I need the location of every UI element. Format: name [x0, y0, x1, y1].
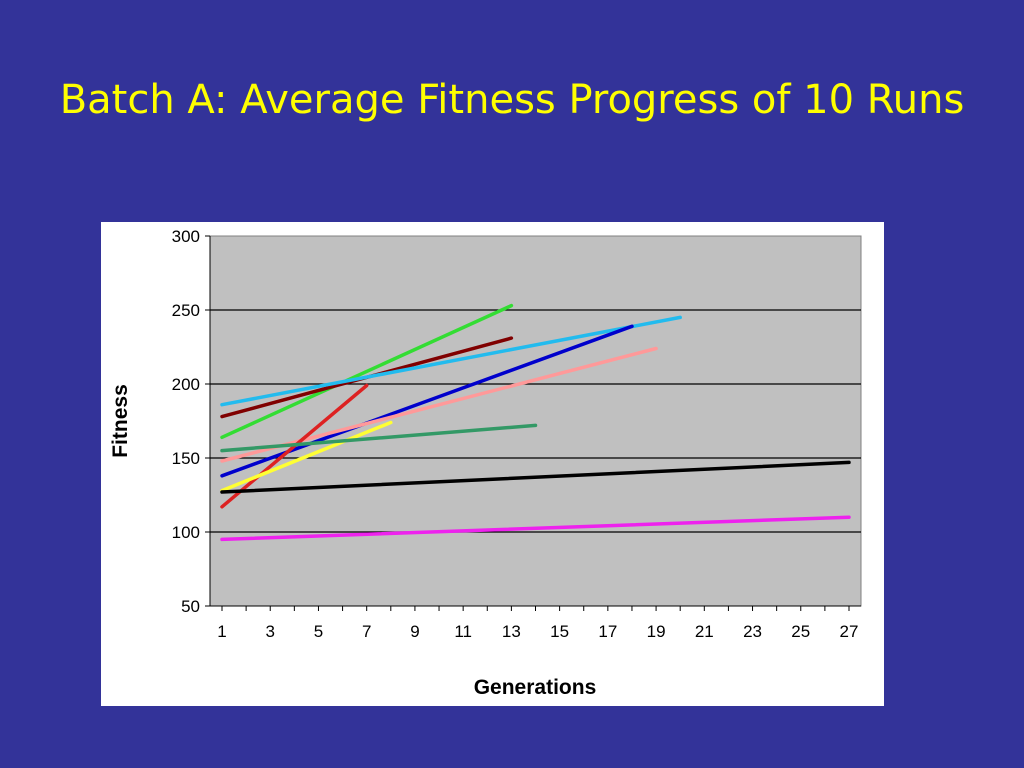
series-line-8: [220, 423, 538, 453]
y-tick-label: 150: [172, 449, 200, 468]
series-line-1: [220, 303, 514, 440]
x-tick-label: 7: [362, 622, 371, 641]
x-tick-label: 19: [647, 622, 666, 641]
y-tick-label: 100: [172, 523, 200, 542]
series-line-10: [220, 515, 851, 542]
y-tick-label: 200: [172, 375, 200, 394]
series-line-7: [220, 420, 393, 493]
series-line-9: [220, 460, 851, 494]
plot-area: [209, 235, 862, 607]
x-tick-label: 11: [454, 622, 472, 641]
y-axis-title: Fitness: [109, 384, 132, 458]
x-tick-label: 23: [743, 622, 762, 641]
x-tick-label: 1: [217, 622, 226, 641]
y-tick-label: 250: [172, 301, 200, 320]
x-axis-title: Generations: [474, 676, 597, 699]
x-tick-label: 17: [598, 622, 617, 641]
x-tick-label: 15: [550, 622, 569, 641]
series-line-3: [220, 315, 682, 407]
slide-title: Batch A: Average Fitness Progress of 10 …: [59, 77, 965, 123]
x-tick-label: 9: [410, 622, 419, 641]
x-tick-label: 25: [791, 622, 810, 641]
x-tick-label: 13: [502, 622, 521, 641]
series-line-5: [220, 346, 658, 463]
x-tick-label: 3: [265, 622, 274, 641]
x-tick-label: 21: [695, 622, 714, 641]
chart-panel: 50 100 150 200 250 300 1 3 5 7 9 11 13 15 17 19 21 23 25 27…: [101, 222, 884, 706]
x-tick-label: 27: [840, 622, 859, 641]
y-tick-label: 300: [172, 227, 200, 246]
y-tick-label: 50: [181, 597, 200, 616]
x-tick-label: 5: [314, 622, 323, 641]
